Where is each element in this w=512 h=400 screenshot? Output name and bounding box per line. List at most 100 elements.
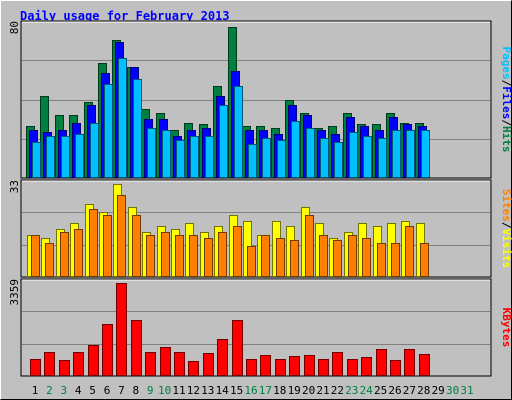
bar-sites-day-22 bbox=[333, 240, 342, 277]
bar-pages-day-2 bbox=[46, 136, 55, 178]
bar-sites-day-24 bbox=[362, 238, 371, 277]
x-tick-label-day-14: 14 bbox=[216, 384, 230, 397]
bar-pages-day-7 bbox=[118, 58, 127, 178]
bar-kbytes-day-9 bbox=[145, 352, 156, 376]
x-tick-label-day-4: 4 bbox=[75, 384, 82, 397]
legend-hits: Pages/Files/Hits bbox=[500, 47, 512, 153]
bar-pages-day-1 bbox=[32, 142, 41, 178]
legend-item-sites: Sites bbox=[500, 189, 512, 222]
bar-sites-day-8 bbox=[132, 215, 141, 277]
bar-pages-day-9 bbox=[147, 128, 156, 178]
x-tick-label-day-27: 27 bbox=[403, 384, 416, 397]
bar-sites-day-25 bbox=[377, 243, 386, 277]
x-tick-label-day-21: 21 bbox=[316, 384, 329, 397]
bar-sites-day-3 bbox=[60, 232, 69, 277]
bar-kbytes-day-2 bbox=[44, 352, 55, 376]
bar-sites-day-19 bbox=[290, 240, 299, 277]
x-tick-label-day-22: 22 bbox=[331, 384, 344, 397]
x-tick-label-day-16: 16 bbox=[244, 384, 257, 397]
bar-kbytes-day-10 bbox=[160, 347, 171, 376]
bar-pages-day-4 bbox=[75, 134, 84, 178]
x-tick-label-day-1: 1 bbox=[32, 384, 39, 397]
x-tick-label-day-13: 13 bbox=[201, 384, 214, 397]
bar-pages-day-10 bbox=[162, 130, 171, 178]
x-tick-label-day-10: 10 bbox=[158, 384, 171, 397]
bar-sites-day-12 bbox=[189, 235, 198, 277]
bar-pages-day-27 bbox=[406, 130, 415, 178]
bar-sites-day-4 bbox=[74, 229, 83, 277]
panel-visits: 33 Sites/Visits bbox=[8, 179, 512, 278]
bar-kbytes-day-6 bbox=[102, 324, 113, 376]
legend-item-hits: Hits bbox=[500, 126, 512, 153]
bar-kbytes-day-25 bbox=[376, 349, 387, 376]
bar-sites-day-21 bbox=[319, 235, 328, 277]
bar-sites-day-16 bbox=[247, 246, 256, 277]
x-tick-label-day-3: 3 bbox=[60, 384, 67, 397]
bar-sites-day-23 bbox=[348, 235, 357, 277]
x-tick-label-day-23: 23 bbox=[345, 384, 358, 397]
series-sites bbox=[31, 195, 429, 277]
bar-kbytes-day-17 bbox=[260, 355, 271, 376]
bar-sites-day-13 bbox=[204, 238, 213, 277]
bar-kbytes-day-1 bbox=[30, 359, 41, 376]
x-tick-label-day-9: 9 bbox=[147, 384, 154, 397]
x-tick-label-day-24: 24 bbox=[360, 384, 374, 397]
bar-sites-day-15 bbox=[233, 226, 242, 277]
legend-item-visits: Visits bbox=[500, 229, 512, 269]
x-tick-label-day-5: 5 bbox=[89, 384, 96, 397]
x-tick-label-day-30: 30 bbox=[446, 384, 459, 397]
bar-sites-day-7 bbox=[117, 195, 126, 277]
x-axis-day-labels: 1 2 3 4 5 6 7 8 9 10 11 12 13 14 15 16 17 18 19 20 21 22 23 24 2… bbox=[32, 384, 474, 397]
bar-sites-day-20 bbox=[305, 215, 314, 277]
x-tick-label-day-25: 25 bbox=[374, 384, 387, 397]
bar-kbytes-day-18 bbox=[275, 359, 286, 376]
bar-kbytes-day-20 bbox=[304, 355, 315, 376]
bar-sites-day-6 bbox=[103, 215, 112, 277]
bar-kbytes-day-24 bbox=[361, 357, 372, 376]
bar-pages-day-24 bbox=[363, 136, 372, 178]
bar-kbytes-day-21 bbox=[318, 359, 329, 376]
bar-sites-day-28 bbox=[420, 243, 429, 277]
bar-kbytes-day-23 bbox=[347, 359, 358, 376]
legend-item-files: Files bbox=[500, 86, 512, 119]
bar-pages-day-3 bbox=[61, 136, 70, 178]
x-tick-label-day-20: 20 bbox=[302, 384, 315, 397]
chart-title: Daily usage for February 2013 bbox=[20, 9, 230, 23]
bar-pages-day-18 bbox=[277, 140, 286, 178]
x-tick-label-day-29: 29 bbox=[432, 384, 445, 397]
bar-sites-day-26 bbox=[391, 243, 400, 277]
bar-pages-day-16 bbox=[248, 144, 257, 178]
x-tick-label-day-15: 15 bbox=[230, 384, 243, 397]
y-max-label-hits: 80 bbox=[8, 21, 21, 34]
bar-kbytes-day-15 bbox=[232, 320, 243, 376]
bar-pages-day-12 bbox=[190, 136, 199, 178]
bar-kbytes-day-22 bbox=[332, 352, 343, 376]
legend-separator: / bbox=[500, 222, 512, 229]
bar-kbytes-day-7 bbox=[116, 283, 127, 376]
x-tick-label-day-18: 18 bbox=[273, 384, 286, 397]
bar-kbytes-day-28 bbox=[419, 354, 430, 376]
x-tick-label-day-19: 19 bbox=[288, 384, 301, 397]
x-tick-label-day-12: 12 bbox=[187, 384, 200, 397]
bar-pages-day-23 bbox=[349, 132, 358, 178]
bar-pages-day-6 bbox=[104, 84, 113, 178]
bar-sites-day-10 bbox=[161, 232, 170, 277]
bar-sites-day-18 bbox=[276, 238, 285, 277]
chart-panels: 80 Pages/Files/Hits 33Sites/Visits3359KByt… bbox=[8, 20, 512, 377]
bar-kbytes-day-5 bbox=[88, 345, 99, 376]
bar-kbytes-day-14 bbox=[217, 339, 228, 376]
series-pages bbox=[32, 58, 430, 178]
bar-pages-day-22 bbox=[334, 142, 343, 178]
bar-pages-day-17 bbox=[262, 138, 271, 178]
bar-kbytes-day-8 bbox=[131, 320, 142, 376]
bar-pages-day-19 bbox=[291, 121, 300, 178]
y-max-label-kbytes: 3359 bbox=[8, 279, 21, 306]
bar-kbytes-day-27 bbox=[404, 349, 415, 376]
bar-pages-day-25 bbox=[378, 138, 387, 178]
bar-pages-day-5 bbox=[90, 123, 99, 178]
panel-kbytes: 3359 KBytes bbox=[8, 278, 512, 377]
x-tick-label-day-2: 2 bbox=[46, 384, 53, 397]
x-tick-label-day-31: 31 bbox=[460, 384, 473, 397]
